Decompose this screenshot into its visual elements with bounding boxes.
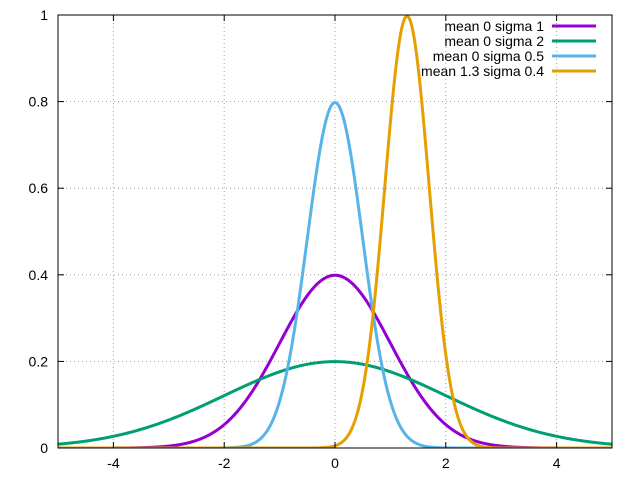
y-tick-label: 0.4 <box>29 267 49 283</box>
y-tick-label: 1 <box>40 7 48 23</box>
ticks: -4 -2 0 2 4 0 0.2 0.4 0.6 0.8 1 <box>29 7 612 471</box>
y-tick-label: 0.6 <box>29 180 49 196</box>
x-tick-label: -4 <box>107 455 120 471</box>
y-tick-label: 0 <box>40 440 48 456</box>
legend-entry: mean 1.3 sigma 0.4 <box>421 63 596 79</box>
x-tick-label: -2 <box>218 455 231 471</box>
x-tick-label: 2 <box>442 455 450 471</box>
legend-label: mean 0 sigma 0.5 <box>433 48 544 64</box>
series-line-3 <box>58 101 612 448</box>
legend-label: mean 0 sigma 1 <box>444 18 544 34</box>
grid <box>58 14 612 449</box>
y-tick-label: 0.2 <box>29 353 49 369</box>
legend-entry: mean 0 sigma 0.5 <box>433 48 596 64</box>
legend-label: mean 0 sigma 2 <box>444 33 544 49</box>
series-line-2 <box>58 360 612 446</box>
y-tick-label: 0.8 <box>29 94 49 110</box>
x-tick-label: 0 <box>331 455 339 471</box>
legend-label: mean 1.3 sigma 0.4 <box>421 63 544 79</box>
legend-entry: mean 0 sigma 1 <box>444 18 596 34</box>
legend-entry: mean 0 sigma 2 <box>444 33 596 49</box>
x-tick-label: 4 <box>553 455 561 471</box>
